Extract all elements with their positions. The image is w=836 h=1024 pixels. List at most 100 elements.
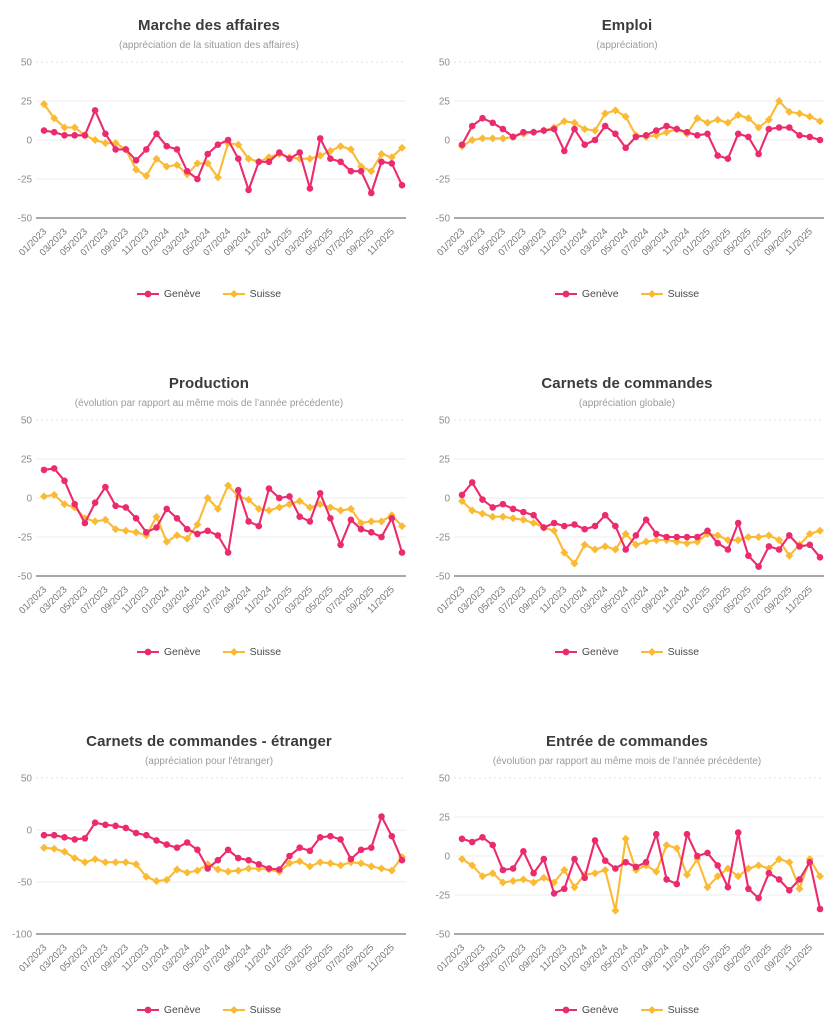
data-point <box>694 132 701 139</box>
chart-plot: 50250-25-5001/202303/202305/202307/20230… <box>435 416 824 616</box>
chart-subtitle: (appréciation globale) <box>578 398 676 409</box>
data-point <box>357 846 365 854</box>
data-point <box>498 878 507 887</box>
data-point <box>642 537 651 546</box>
data-point <box>305 154 314 163</box>
chart-plot: 500-50-10001/202303/202305/202307/202309… <box>12 774 406 974</box>
data-point <box>152 154 161 163</box>
legend-item-geneve[interactable]: Genève <box>554 646 619 658</box>
data-point <box>498 512 507 521</box>
data-point <box>378 813 385 820</box>
data-point <box>40 127 48 134</box>
data-point <box>316 135 324 142</box>
data-point <box>203 494 212 502</box>
data-point <box>775 546 783 553</box>
series-line <box>461 99 821 148</box>
data-point <box>601 511 609 519</box>
legend-label: Genève <box>581 646 619 658</box>
data-point <box>714 539 721 547</box>
legend-label: Suisse <box>249 1004 282 1016</box>
data-point <box>193 159 202 168</box>
data-point <box>704 527 711 535</box>
data-point <box>683 533 691 541</box>
y-tick-label: 50 <box>439 416 451 427</box>
data-point <box>519 875 528 884</box>
data-point <box>745 552 752 559</box>
data-point <box>213 173 222 182</box>
y-tick-label: -25 <box>18 175 33 186</box>
data-point <box>796 543 803 550</box>
data-point <box>622 546 629 553</box>
data-point <box>204 527 211 535</box>
data-point <box>530 511 537 519</box>
data-point <box>673 533 681 541</box>
data-point <box>612 130 619 138</box>
data-point <box>153 524 160 531</box>
data-point <box>561 147 568 155</box>
data-point <box>398 522 406 531</box>
data-point <box>489 841 496 849</box>
suisse-line-marker-icon <box>222 648 245 656</box>
data-point <box>368 189 375 197</box>
data-point <box>581 525 588 533</box>
data-point <box>398 856 406 864</box>
data-point <box>653 530 660 538</box>
data-point <box>723 118 732 127</box>
data-point <box>785 858 794 867</box>
data-point <box>224 846 232 854</box>
data-point <box>764 531 773 540</box>
legend-label: Suisse <box>667 1004 700 1016</box>
data-point <box>786 124 793 131</box>
data-point <box>713 115 722 124</box>
data-point <box>509 133 517 141</box>
geneve-line-marker-icon <box>136 290 159 298</box>
data-point <box>734 130 742 138</box>
y-tick-label: -25 <box>436 533 451 544</box>
data-point <box>326 503 335 512</box>
legend-item-geneve[interactable]: Genève <box>136 288 201 300</box>
data-point <box>286 493 293 500</box>
legend-item-geneve[interactable]: Genève <box>554 1004 619 1016</box>
legend-item-geneve[interactable]: Genève <box>136 1004 201 1016</box>
y-tick-label: -50 <box>436 572 451 583</box>
chart-card-emploi: Emploi (appréciation) 50 25 0 -25 -50 01/2023… <box>418 0 836 358</box>
legend-item-suisse[interactable]: Suisse <box>222 1004 282 1016</box>
data-point <box>499 125 507 133</box>
data-point <box>458 497 466 506</box>
data-point <box>265 485 273 492</box>
data-point <box>560 117 569 126</box>
data-point <box>183 868 192 877</box>
legend-item-suisse[interactable]: Suisse <box>640 1004 700 1016</box>
data-point <box>561 885 568 893</box>
data-point <box>143 529 150 536</box>
y-tick-label: 50 <box>439 774 451 785</box>
data-point <box>276 149 283 156</box>
legend-item-geneve[interactable]: Genève <box>554 288 619 300</box>
data-point <box>622 858 629 866</box>
data-point <box>519 515 528 524</box>
y-tick-label: -25 <box>18 533 33 544</box>
data-point <box>714 152 721 159</box>
legend-item-suisse[interactable]: Suisse <box>222 646 281 658</box>
legend-item-suisse[interactable]: Suisse <box>640 288 699 300</box>
data-point <box>367 862 376 871</box>
data-point <box>388 832 396 840</box>
legend-item-geneve[interactable]: Genève <box>136 646 201 658</box>
data-point <box>337 158 344 166</box>
data-point <box>478 872 487 881</box>
data-point <box>244 154 253 163</box>
data-point <box>112 146 119 153</box>
data-point <box>520 848 527 855</box>
data-point <box>499 866 507 874</box>
data-point <box>40 492 48 501</box>
legend-item-suisse[interactable]: Suisse <box>640 646 699 658</box>
data-point <box>50 465 58 472</box>
data-point <box>306 518 314 525</box>
legend-item-suisse[interactable]: Suisse <box>222 288 281 300</box>
data-point <box>550 519 558 527</box>
geneve-line-marker-icon <box>554 648 577 656</box>
chart-plot: 50250-25-5001/202303/202305/202307/20230… <box>17 58 406 258</box>
data-point <box>560 866 569 874</box>
data-point <box>163 142 170 150</box>
data-point <box>295 857 304 866</box>
